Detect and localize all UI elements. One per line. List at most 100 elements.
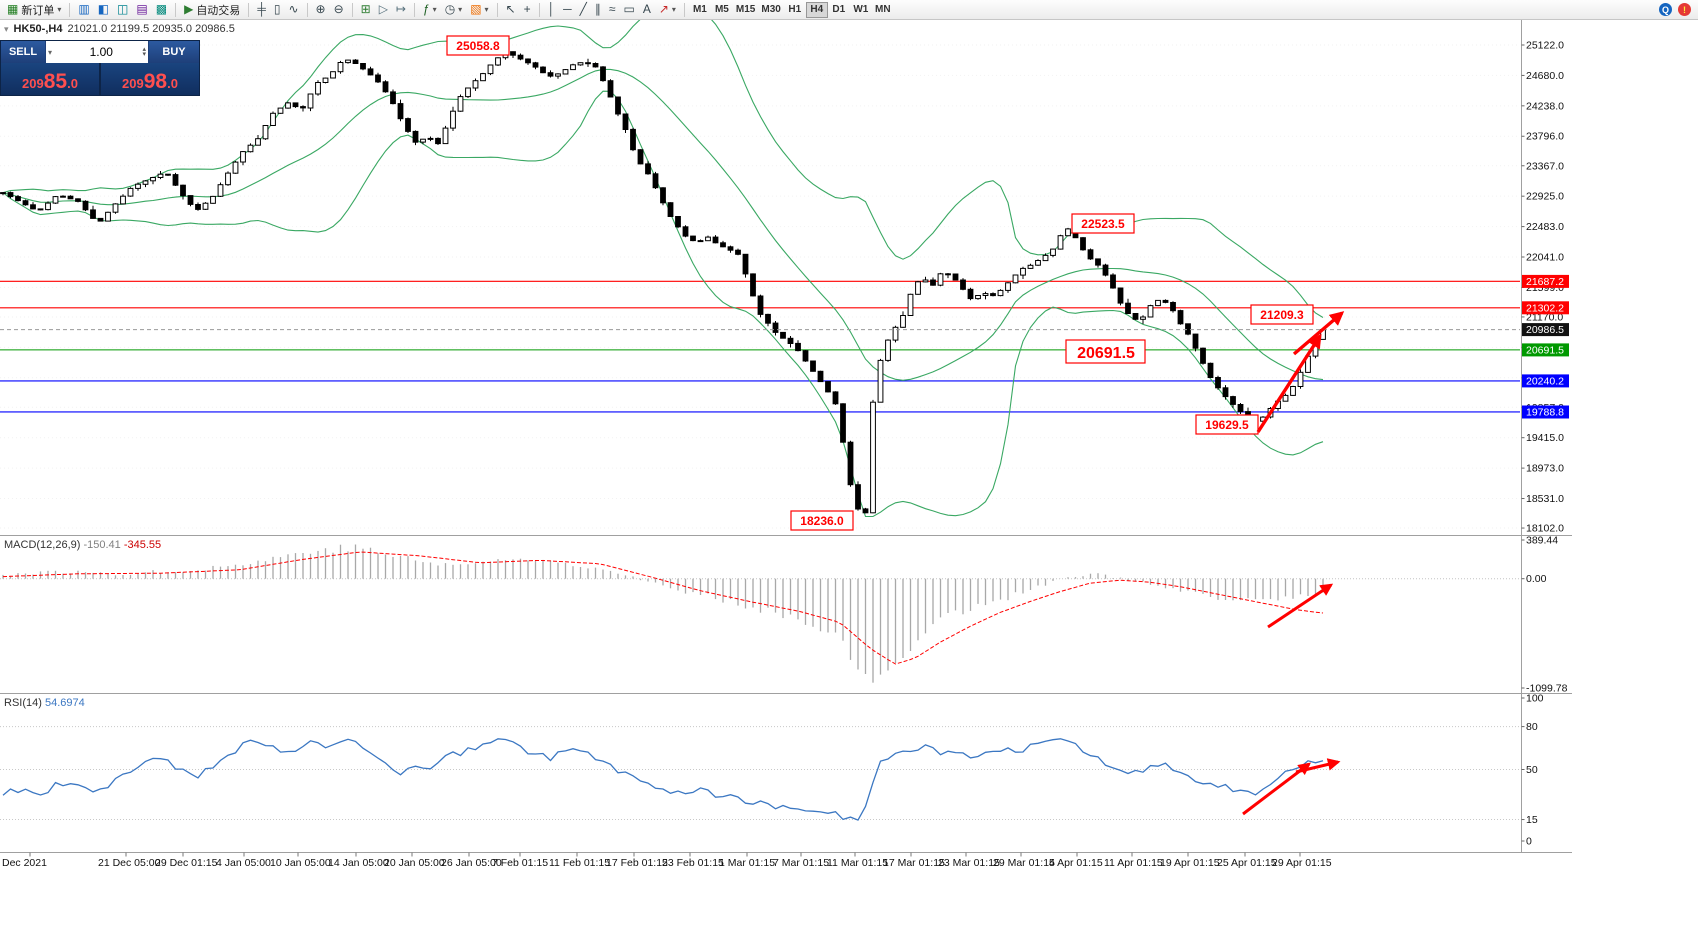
ohlc-bars-button[interactable]: ╪ [253,1,270,18]
timeframe-w1-button[interactable]: W1 [850,2,872,18]
volume-up-icon[interactable]: ▴ [142,46,146,53]
sell-button[interactable]: SELL [1,41,45,63]
channel-button[interactable]: ∥ [591,1,605,18]
line-chart-button[interactable]: ∿ [284,1,302,18]
zoom-out-button[interactable]: ⊖ [330,1,348,18]
text-tool-icon: A [642,2,651,16]
tile-windows-button[interactable]: ⊞ [357,1,375,18]
community-icon[interactable]: Q [1659,3,1672,16]
buy-price-digits-2: .0 [167,76,178,91]
symbol-period-label: HK50-,H4 [13,23,63,35]
sell-price-digits-0: 209 [22,76,44,91]
panel-separators [0,19,1572,853]
zoom-in-button[interactable]: ⊕ [312,1,330,18]
strategy-tester-button[interactable]: ▩ [152,1,171,18]
one-click-collapse-icon[interactable]: ▾ [4,23,9,34]
trendline-button[interactable]: ╱ [576,1,591,18]
svg-text:24238.0: 24238.0 [1526,100,1564,112]
axis-badge-20986.5 [1522,323,1569,337]
volume-field[interactable]: ▾ 1.00 ▴ ▾ [45,41,149,63]
tile-windows-icon: ⊞ [360,2,371,16]
horizontal-line-objects[interactable] [0,280,1520,413]
svg-text:23 Feb 01:15: 23 Feb 01:15 [662,857,724,869]
chart-title: ▾ HK50-,H4 21021.0 21199.5 20935.0 20986… [4,23,235,35]
horizontal-line-button[interactable]: ─ [559,1,576,18]
crosshair-button[interactable]: + [520,1,535,18]
rsi-label: RSI(14) 54.6974 [4,697,85,709]
macd-arrows[interactable] [1267,583,1334,629]
svg-text:100: 100 [1526,693,1544,705]
price-annotations[interactable]: 25058.8 22523.5 21209.3 20691.5 19629.5 18236… [446,35,1314,531]
terminal-button[interactable]: ▤ [132,1,151,18]
svg-text:80: 80 [1526,721,1538,733]
autotrading-button[interactable]: ▶ 自动交易 [180,1,244,18]
timeframe-h4-button[interactable]: H4 [805,1,828,18]
cursor-button[interactable]: ↖ [502,1,520,18]
macd-axis: 389.44 0.00 -1099.78 [1521,535,1568,695]
timeframe-h1-button[interactable]: H1 [784,2,806,18]
volume-spinner: ▴ ▾ [142,46,146,58]
candlestick-series [0,50,1326,514]
indicators-caret-icon: ▾ [432,5,437,14]
zoom-in-icon: ⊕ [315,2,326,16]
axis-badge-20691.5 [1522,343,1569,357]
toolbar-right-icons: Q! [1659,3,1695,16]
timeframe-m30-button[interactable]: M30 [758,2,783,18]
timeframe-m1-button[interactable]: M1 [689,2,711,18]
buy-price-button[interactable]: 209 98.0 [101,63,199,95]
fibonacci-button[interactable]: ≈ [605,1,620,18]
rsi-axis: 100 80 50 15 0 [1521,693,1544,848]
one-click-trading-panel: SELL ▾ 1.00 ▴ ▾ BUY 209 85.0 209 98.0 [0,40,200,96]
arrows-tool-button[interactable]: ↗ ▾ [655,1,680,18]
data-window-button[interactable]: ◧ [94,1,113,18]
buy-button[interactable]: BUY [149,41,199,63]
text-tool-button[interactable]: A [639,1,655,18]
svg-text:19629.5: 19629.5 [1205,418,1249,432]
timeframe-mn-button[interactable]: MN [872,2,894,18]
svg-text:20240.2: 20240.2 [1526,375,1564,387]
navigator-button[interactable]: ◫ [113,1,132,18]
new-order-button[interactable]: ▦ 新订单 ▾ [3,1,65,18]
svg-text:21302.2: 21302.2 [1526,302,1564,314]
timeframe-m5-button[interactable]: M5 [711,2,733,18]
indicators-button[interactable]: ƒ ▾ [419,1,441,18]
svg-text:23796.0: 23796.0 [1526,131,1564,143]
rsi-arrows[interactable] [1242,758,1341,816]
new-order-icon: ▦ [7,2,19,16]
toolbar-separator [413,2,415,17]
candlestick-chart-button[interactable]: ▯ [270,1,285,18]
rsi-indicator [0,726,1520,821]
svg-text:25058.8: 25058.8 [456,39,500,53]
svg-text:18102.0: 18102.0 [1526,523,1564,535]
price-axis-badges: 21687.2 21302.2 20691.5 20240.2 19788.8 20986… [1522,274,1569,419]
volume-down-icon[interactable]: ▾ [142,51,146,58]
volume-dropdown-icon[interactable]: ▾ [48,47,53,57]
svg-text:22483.0: 22483.0 [1526,221,1564,233]
periods-button[interactable]: ◷ ▾ [441,1,467,18]
market-watch-button[interactable]: ▥ [74,1,93,18]
axis-badge-20240.2 [1522,374,1569,388]
timeframe-m15-button[interactable]: M15 [733,2,758,18]
sell-price-button[interactable]: 209 85.0 [1,63,99,95]
notifications-icon[interactable]: ! [1678,3,1691,16]
auto-scroll-button[interactable]: ▷ [375,1,392,18]
chart-shift-button[interactable]: ↦ [392,1,410,18]
shapes-button[interactable]: ▭ [619,1,638,18]
timeframe-d1-button[interactable]: D1 [828,2,850,18]
svg-text:29 Mar 01:15: 29 Mar 01:15 [993,857,1055,869]
svg-text:24680.0: 24680.0 [1526,70,1564,82]
main-toolbar: ▦ 新订单 ▾ ▥ ◧ ◫ ▤ ▩ ▶ 自动交易 ╪ ▯ ∿ ⊕ ⊖ ⊞ ▷ ↦ ƒ ▾ ◷ ▾ ▧ ▾ ↖ + │ ─ ╱ ∥ ≈ ▭ A ↗ ▾… [0,0,1698,20]
svg-text:21687.2: 21687.2 [1526,276,1564,288]
price-gridlines [0,44,1520,529]
svg-text:Dec 2021: Dec 2021 [2,857,47,869]
buy-price-digits-1: 98 [143,70,168,93]
trend-arrows[interactable] [1256,311,1345,433]
svg-text:21209.3: 21209.3 [1260,308,1304,322]
svg-text:4 Apr 01:15: 4 Apr 01:15 [1049,857,1103,869]
vertical-line-button[interactable]: │ [544,1,560,18]
toolbar-separator [351,2,353,17]
templates-button[interactable]: ▧ ▾ [466,1,492,18]
fibonacci-icon: ≈ [608,2,616,16]
